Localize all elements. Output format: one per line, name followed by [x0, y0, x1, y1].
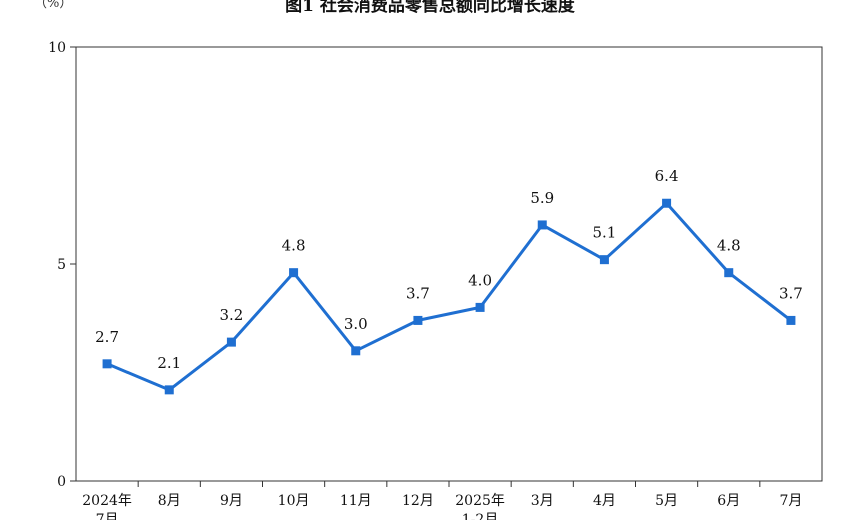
data-point-marker — [289, 268, 299, 278]
x-tick-label: 7月 — [779, 493, 802, 509]
data-point-label: 4.8 — [717, 237, 741, 255]
data-point-marker — [226, 337, 236, 347]
data-point-marker — [164, 385, 174, 395]
y-tick-label: 10 — [48, 40, 66, 56]
y-tick-label: 5 — [57, 257, 66, 273]
x-tick-label: 11月 — [340, 493, 372, 509]
data-point-label: 3.7 — [779, 284, 803, 302]
x-tick-label: 2024年 — [82, 493, 132, 509]
data-point-label: 4.8 — [282, 237, 306, 255]
data-point-label: 5.9 — [530, 189, 554, 207]
x-tick-label: 5月 — [655, 493, 678, 509]
data-point-marker — [724, 268, 734, 278]
x-tick-label: 8月 — [158, 493, 181, 509]
y-tick-label: 0 — [57, 474, 66, 490]
x-tick-label: 7月 — [96, 512, 119, 520]
data-point-label: 3.0 — [344, 315, 368, 333]
series-layer: 2.7 2.1 3.2 4.8 3.0 3.7 4.0 5.9 5.1 6.4 4.8 3.7 — [95, 167, 803, 395]
data-point-label: 4.0 — [468, 271, 492, 289]
x-tick-label: 9月 — [220, 493, 243, 509]
data-point-label: 2.1 — [157, 354, 181, 372]
data-point-marker — [786, 315, 796, 325]
x-tick-label: 2025年 — [455, 493, 505, 509]
data-point-marker — [102, 359, 112, 369]
data-point-label: 5.1 — [592, 224, 616, 242]
data-point-marker — [537, 220, 547, 230]
chart-axes — [75, 46, 823, 482]
data-point-label: 3.7 — [406, 284, 430, 302]
x-tick-label: 3月 — [531, 493, 554, 509]
y-axis-unit-label: （%） — [34, 0, 73, 11]
x-tick-label: 4月 — [593, 493, 616, 509]
data-point-marker — [662, 198, 672, 208]
data-point-marker — [351, 346, 361, 356]
data-point-label: 3.2 — [219, 306, 243, 324]
data-point-label: 2.7 — [95, 328, 119, 346]
chart-title: 图1 社会消费品零售总额同比增长速度 — [285, 0, 575, 16]
x-tick-label: 10月 — [278, 493, 310, 509]
x-tick-label: 12月 — [402, 493, 434, 509]
plot-frame — [75, 46, 823, 482]
y-axis-ticks: 0 5 10 — [48, 40, 76, 490]
series-line — [106, 201, 792, 392]
data-point-marker — [475, 302, 485, 312]
data-point-marker — [599, 255, 609, 265]
data-point-marker — [413, 315, 423, 325]
data-point-label: 6.4 — [655, 167, 679, 185]
x-axis-ticks: 2024年 7月 8月 9月 10月 11月 12月 2025年 1-2月 3月 4月 5月 6月 7月 — [82, 481, 802, 520]
x-tick-label: 1-2月 — [462, 512, 499, 520]
x-tick-label: 6月 — [717, 493, 740, 509]
